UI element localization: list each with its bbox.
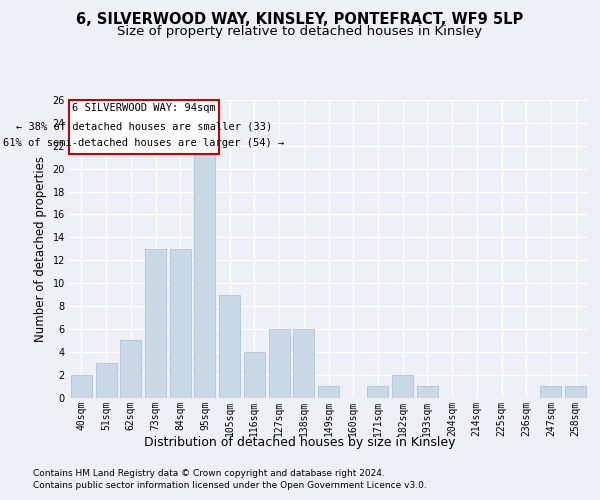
Bar — [293, 329, 314, 398]
Text: Contains public sector information licensed under the Open Government Licence v3: Contains public sector information licen… — [33, 481, 427, 490]
Text: Size of property relative to detached houses in Kinsley: Size of property relative to detached ho… — [118, 25, 482, 38]
Bar — [367, 386, 388, 398]
Bar — [417, 386, 438, 398]
Bar — [565, 386, 586, 398]
Text: Distribution of detached houses by size in Kinsley: Distribution of detached houses by size … — [144, 436, 456, 449]
Text: 61% of semi-detached houses are larger (54) →: 61% of semi-detached houses are larger (… — [4, 138, 284, 148]
Bar — [170, 248, 191, 398]
Y-axis label: Number of detached properties: Number of detached properties — [34, 156, 47, 342]
Text: 6 SILVERWOOD WAY: 94sqm: 6 SILVERWOOD WAY: 94sqm — [72, 103, 216, 113]
Bar — [70, 100, 218, 154]
Bar — [194, 146, 215, 398]
Bar — [318, 386, 339, 398]
Bar — [145, 248, 166, 398]
Bar — [95, 363, 116, 398]
Text: Contains HM Land Registry data © Crown copyright and database right 2024.: Contains HM Land Registry data © Crown c… — [33, 469, 385, 478]
Text: ← 38% of detached houses are smaller (33): ← 38% of detached houses are smaller (33… — [16, 122, 272, 132]
Bar — [392, 374, 413, 398]
Bar — [219, 294, 240, 398]
Text: 6, SILVERWOOD WAY, KINSLEY, PONTEFRACT, WF9 5LP: 6, SILVERWOOD WAY, KINSLEY, PONTEFRACT, … — [76, 12, 524, 28]
Bar — [269, 329, 290, 398]
Bar — [541, 386, 562, 398]
Bar — [71, 374, 92, 398]
Bar — [120, 340, 141, 398]
Bar — [244, 352, 265, 398]
